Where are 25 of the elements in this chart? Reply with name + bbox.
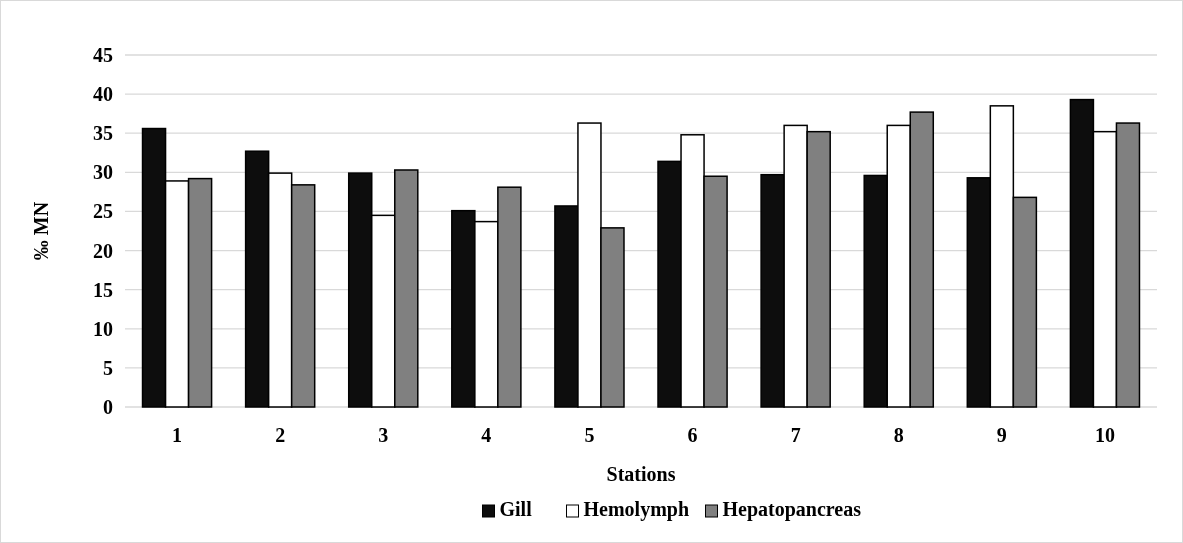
y-tick-label: 20 — [93, 239, 113, 262]
y-tick-label: 10 — [93, 317, 113, 340]
x-axis-title: Stations — [606, 463, 676, 485]
y-tick-label: 0 — [103, 396, 113, 418]
legend-label: Hepatopancreas — [722, 498, 862, 521]
y-tick-label: 40 — [93, 83, 113, 106]
y-tick-label: 35 — [93, 122, 113, 145]
y-axis-title: ‰ MN — [30, 201, 52, 261]
x-tick-label: 4 — [481, 424, 492, 446]
y-tick-label: 25 — [93, 200, 113, 223]
y-tick-label: 30 — [93, 161, 113, 184]
legend-label: Hemolymph — [583, 498, 690, 521]
x-tick-label: 9 — [996, 424, 1007, 446]
x-tick-label: 1 — [172, 424, 183, 446]
x-tick-label: 5 — [584, 424, 595, 446]
x-tick-label: 10 — [1094, 424, 1115, 446]
legend-label: Gill — [499, 498, 533, 520]
y-tick-label: 15 — [93, 278, 113, 301]
y-tick-label: 45 — [93, 44, 113, 66]
y-tick-label: 5 — [103, 356, 113, 379]
x-tick-label: 8 — [893, 424, 904, 446]
x-tick-label: 3 — [378, 424, 389, 446]
x-tick-label: 2 — [275, 424, 286, 446]
x-tick-label: 6 — [687, 424, 698, 446]
x-tick-label: 7 — [790, 424, 801, 446]
